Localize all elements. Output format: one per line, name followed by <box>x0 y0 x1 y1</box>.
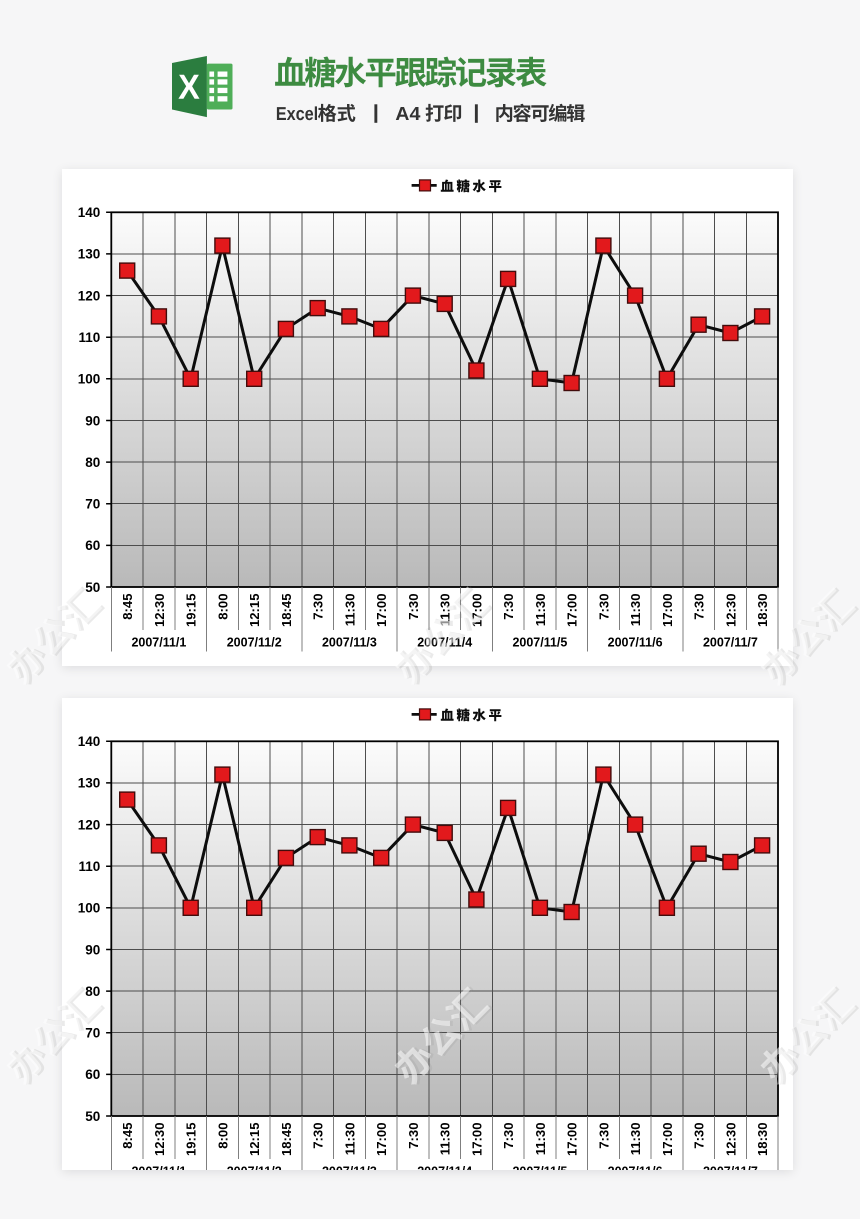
svg-text:130: 130 <box>78 247 101 262</box>
svg-text:18:45: 18:45 <box>279 594 294 628</box>
svg-text:19:15: 19:15 <box>184 594 199 628</box>
svg-text:110: 110 <box>79 859 101 874</box>
svg-text:7:30: 7:30 <box>406 594 421 620</box>
svg-text:12:30: 12:30 <box>723 594 738 628</box>
svg-text:11:30: 11:30 <box>628 1123 643 1156</box>
svg-text:17:00: 17:00 <box>469 594 484 628</box>
svg-text:12:30: 12:30 <box>152 594 167 628</box>
svg-text:11:30: 11:30 <box>438 594 453 627</box>
svg-text:90: 90 <box>85 413 100 428</box>
svg-text:7:30: 7:30 <box>596 1123 611 1149</box>
svg-text:18:30: 18:30 <box>755 1123 770 1157</box>
svg-text:7:30: 7:30 <box>311 1123 326 1149</box>
svg-text:11:30: 11:30 <box>533 594 548 627</box>
svg-text:100: 100 <box>78 372 101 387</box>
svg-text:90: 90 <box>85 942 100 957</box>
svg-text:11:30: 11:30 <box>342 594 357 627</box>
svg-text:120: 120 <box>78 288 101 303</box>
svg-text:17:00: 17:00 <box>565 594 580 628</box>
svg-text:120: 120 <box>78 817 101 832</box>
svg-text:80: 80 <box>85 984 100 999</box>
svg-text:7:30: 7:30 <box>501 594 516 620</box>
svg-text:2007/11/3: 2007/11/3 <box>322 636 377 650</box>
svg-text:8:00: 8:00 <box>215 1123 230 1149</box>
svg-text:70: 70 <box>85 497 100 512</box>
svg-text:11:30: 11:30 <box>533 1123 548 1156</box>
svg-text:2007/11/2: 2007/11/2 <box>227 636 282 650</box>
svg-text:11:30: 11:30 <box>628 594 643 627</box>
svg-text:7:30: 7:30 <box>692 1123 707 1149</box>
svg-text:2007/11/1: 2007/11/1 <box>131 1165 186 1171</box>
svg-text:2007/11/1: 2007/11/1 <box>131 636 186 650</box>
svg-text:11:30: 11:30 <box>342 1123 357 1156</box>
svg-text:12:30: 12:30 <box>152 1123 167 1157</box>
svg-text:7:30: 7:30 <box>406 1123 421 1149</box>
svg-text:2007/11/2: 2007/11/2 <box>227 1165 282 1171</box>
svg-text:8:45: 8:45 <box>120 1123 135 1149</box>
svg-text:2007/11/7: 2007/11/7 <box>703 636 758 650</box>
svg-text:2007/11/3: 2007/11/3 <box>322 1165 377 1171</box>
svg-text:8:45: 8:45 <box>120 594 135 620</box>
svg-text:140: 140 <box>78 734 101 749</box>
svg-text:12:30: 12:30 <box>723 1123 738 1157</box>
svg-text:60: 60 <box>85 1067 100 1082</box>
svg-text:17:00: 17:00 <box>660 1123 675 1157</box>
svg-text:7:30: 7:30 <box>311 594 326 620</box>
svg-text:80: 80 <box>85 455 100 470</box>
svg-text:2007/11/7: 2007/11/7 <box>703 1165 758 1171</box>
svg-text:17:00: 17:00 <box>469 1123 484 1157</box>
svg-text:17:00: 17:00 <box>374 594 389 628</box>
svg-text:12:15: 12:15 <box>247 594 262 628</box>
svg-text:12:15: 12:15 <box>247 1123 262 1157</box>
svg-text:110: 110 <box>79 330 101 345</box>
svg-text:50: 50 <box>85 580 100 595</box>
svg-text:19:15: 19:15 <box>184 1123 199 1157</box>
svg-text:70: 70 <box>85 1026 100 1041</box>
svg-text:18:30: 18:30 <box>755 594 770 628</box>
svg-text:17:00: 17:00 <box>565 1123 580 1157</box>
svg-text:7:30: 7:30 <box>501 1123 516 1149</box>
svg-text:7:30: 7:30 <box>596 594 611 620</box>
svg-text:50: 50 <box>85 1109 100 1124</box>
svg-text:2007/11/5: 2007/11/5 <box>512 1165 567 1171</box>
svg-text:60: 60 <box>85 538 100 553</box>
svg-text:7:30: 7:30 <box>692 594 707 620</box>
svg-text:18:45: 18:45 <box>279 1123 294 1157</box>
svg-text:2007/11/6: 2007/11/6 <box>608 1165 663 1171</box>
svg-text:100: 100 <box>78 901 101 916</box>
svg-text:17:00: 17:00 <box>660 594 675 628</box>
svg-text:17:00: 17:00 <box>374 1123 389 1157</box>
svg-text:8:00: 8:00 <box>215 594 230 620</box>
svg-text:130: 130 <box>78 776 101 791</box>
svg-text:11:30: 11:30 <box>438 1123 453 1156</box>
svg-text:2007/11/4: 2007/11/4 <box>417 1165 472 1171</box>
svg-text:2007/11/6: 2007/11/6 <box>608 636 663 650</box>
svg-text:2007/11/5: 2007/11/5 <box>512 636 567 650</box>
svg-text:140: 140 <box>78 205 101 220</box>
svg-text:2007/11/4: 2007/11/4 <box>417 636 472 650</box>
